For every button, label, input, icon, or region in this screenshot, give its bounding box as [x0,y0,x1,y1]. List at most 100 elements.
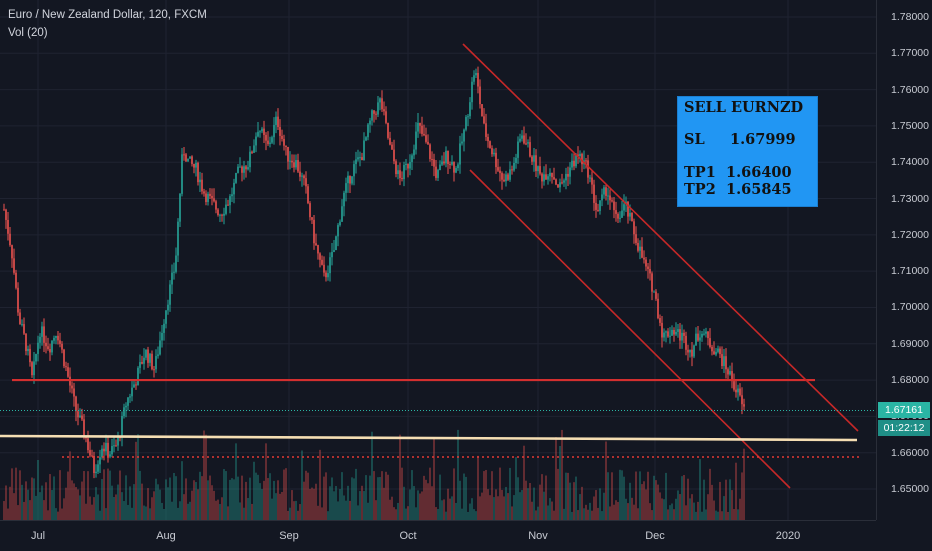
candle-body [681,332,683,341]
candle-body [201,179,203,192]
candle-body [395,161,397,175]
volume-bar [443,499,445,520]
candle-body [317,245,319,254]
volume-bar [589,502,591,520]
volume-bar [419,493,421,520]
volume-bar [575,476,577,520]
candle-body [77,411,79,418]
volume-bar [577,510,579,520]
candle-body [671,329,673,336]
volume-bar [501,489,503,520]
candle-body [145,349,147,358]
candle-body [89,450,91,456]
candle-body [669,335,671,337]
candle-body [457,164,459,169]
symbol-title: Euro / New Zealand Dollar, 120, FXCM [8,9,207,21]
candle-body [141,362,143,364]
trade-signal-box[interactable]: SELL EURNZD SL 1.67999 TP1 1.66400 TP2 1… [677,96,818,207]
volume-bar [653,475,655,520]
candle-body [177,221,179,256]
sl-label: SL [684,131,705,148]
volume-bar [479,496,481,520]
volume-bar [85,503,87,520]
candle-body [731,371,733,382]
volume-bar [47,510,49,520]
candle-body [527,142,529,144]
volume-bar [549,498,551,520]
volume-bar [715,510,717,520]
candle-body [425,135,427,142]
volume-bar [183,494,185,520]
volume-bar [527,488,529,520]
volume-bar [185,478,187,520]
volume-bar [381,471,383,520]
volume-bar [119,470,121,520]
candle-body [581,153,583,165]
candle-body [385,111,387,123]
volume-bar [429,467,431,520]
volume-bar [407,506,409,520]
volume-bar [415,507,417,520]
volume-bar [61,508,63,520]
candle-body [441,161,443,165]
candle-body [699,337,701,341]
candle-body [621,210,623,218]
volume-bar [611,472,613,520]
candle-body [599,200,601,211]
candle-body [207,193,209,202]
candle-body [707,331,709,339]
candle-body [515,157,517,163]
candle-body [79,415,81,418]
price-axis[interactable]: 1.78000 1.77000 1.76000 1.75000 1.74000 1.730… [876,0,932,520]
volume-bar [721,511,723,520]
volume-bar [141,483,143,520]
volume-bar [195,482,197,520]
volume-bar [709,468,711,520]
volume-bar [45,482,47,520]
candle-body [227,204,229,206]
volume-bar [283,469,285,520]
volume-bar [677,490,679,520]
volume-bar [89,496,91,520]
volume-bar [311,487,313,520]
candle-body [591,177,593,185]
candle-body [339,221,341,226]
candle-body [279,127,281,136]
candle-body [685,335,687,350]
candle-body [607,195,609,197]
candle-body [121,416,123,438]
volume-bar [265,443,267,520]
volume-bar [305,470,307,520]
volume-bar [503,496,505,520]
volume-bar [345,500,347,520]
volume-bar [505,486,507,520]
volume-bar [297,510,299,520]
candle-body [431,158,433,160]
volume-bar [267,478,269,520]
volume-bar [5,485,7,520]
candle-body [429,144,431,159]
candle-body [275,116,277,125]
candle-body [503,179,505,182]
volume-bar [463,473,465,520]
candle-body [97,464,99,472]
candle-body [331,252,333,258]
candle-body [213,198,215,202]
candle-body [283,138,285,146]
candle-body [677,329,679,332]
volume-bar [469,503,471,520]
volume-bar [179,501,181,520]
volume-bar [145,506,147,520]
volume-bar [127,504,129,520]
candle-body [143,357,145,364]
volume-bar [117,484,119,520]
time-axis[interactable]: Jul Aug Sep Oct Nov Dec 2020 [0,520,876,551]
volume-bar [679,494,681,520]
volume-bar [219,504,221,520]
price-tick-label: 1.65000 [891,483,929,495]
candle-body [563,180,565,183]
candle-body [679,329,681,341]
candle-body [329,257,331,274]
candle-body [443,161,445,164]
